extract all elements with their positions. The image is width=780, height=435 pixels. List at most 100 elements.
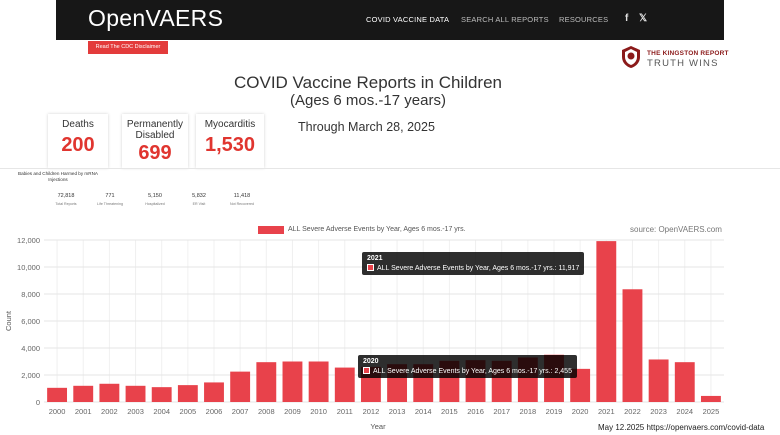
harmed-not-recovered: 11,418 Not Recovered	[226, 193, 258, 206]
y-tick-label: 12,000	[17, 236, 40, 245]
y-axis-label: Count	[4, 310, 13, 331]
x-tick-label: 2008	[258, 407, 275, 416]
x-tick-label: 2005	[180, 407, 197, 416]
footer-note[interactable]: May 12.2025 https://openvaers.com/covid-…	[598, 423, 765, 432]
harmed-heading: Babies and Children Harmed by mRNA Injec…	[18, 171, 98, 182]
bar-2024[interactable]	[674, 362, 695, 402]
stat-label: Permanently Disabled	[126, 119, 184, 141]
bar-2010[interactable]	[308, 361, 329, 403]
x-tick-label: 2007	[232, 407, 249, 416]
x-tick-label: 2017	[493, 407, 510, 416]
harmed-value: 771	[105, 193, 115, 199]
tooltip-swatch	[363, 367, 370, 374]
x-twitter-icon[interactable]: 𝕏	[639, 13, 648, 24]
x-tick-label: 2020	[572, 407, 589, 416]
kingston-shield-icon	[622, 46, 640, 68]
kingston-report-tagline: TRUTH WINS	[647, 58, 719, 69]
y-tick-label: 0	[36, 398, 40, 407]
nav-search-all-reports[interactable]: SEARCH ALL REPORTS	[461, 15, 549, 24]
x-tick-label: 2025	[703, 407, 720, 416]
x-tick-label: 2006	[206, 407, 223, 416]
x-tick-label: 2023	[650, 407, 667, 416]
cdc-disclaimer-button[interactable]: Read The CDC Disclaimer	[88, 41, 168, 54]
tooltip-2021: 2021 ALL Severe Adverse Events by Year, …	[362, 252, 585, 275]
x-tick-label: 2010	[310, 407, 327, 416]
y-tick-label: 2,000	[21, 371, 40, 380]
bar-2001[interactable]	[73, 385, 94, 402]
bar-2009[interactable]	[282, 361, 303, 403]
x-tick-label: 2016	[467, 407, 484, 416]
x-tick-label: 2024	[676, 407, 693, 416]
harmed-value: 72,818	[57, 193, 75, 199]
harmed-value: 11,418	[233, 193, 251, 199]
y-tick-label: 4,000	[21, 344, 40, 353]
harmed-life-threatening: 771 Life Threatening	[92, 193, 128, 206]
x-tick-label: 2000	[49, 407, 66, 416]
x-tick-label: 2015	[441, 407, 458, 416]
tooltip-swatch	[367, 264, 374, 271]
y-tick-label: 8,000	[21, 290, 40, 299]
bar-2025[interactable]	[700, 395, 721, 402]
section-divider	[0, 168, 780, 169]
x-tick-label: 2021	[598, 407, 615, 416]
harmed-er-visit: 5,832 ER Visit	[186, 193, 212, 206]
legend-label[interactable]: ALL Severe Adverse Events by Year, Ages …	[288, 226, 466, 233]
harmed-label: ER Visit	[192, 202, 206, 206]
x-tick-label: 2001	[75, 407, 92, 416]
bar-2022[interactable]	[622, 289, 643, 402]
tooltip-text: ALL Severe Adverse Events by Year, Ages …	[373, 368, 572, 375]
harmed-total-reports: 72,818 Total Reports	[52, 193, 80, 206]
harmed-label: Total Reports	[55, 202, 77, 206]
stat-label: Myocarditis	[204, 119, 256, 130]
x-tick-label: 2019	[546, 407, 563, 416]
stat-value: 1,530	[204, 134, 256, 156]
y-tick-label: 6,000	[21, 317, 40, 326]
legend-swatch[interactable]	[258, 226, 284, 234]
x-tick-label: 2009	[284, 407, 301, 416]
harmed-value: 5,832	[192, 193, 206, 199]
y-tick-label: 10,000	[17, 263, 40, 272]
x-tick-label: 2014	[415, 407, 432, 416]
x-tick-label: 2012	[363, 407, 380, 416]
bar-2008[interactable]	[256, 362, 277, 402]
stat-card-deaths: Deaths 200	[48, 114, 108, 168]
top-navbar: OpenVAERS COVID VACCINE DATA SEARCH ALL …	[56, 0, 724, 40]
bar-2006[interactable]	[204, 382, 224, 402]
stat-value: 200	[61, 134, 95, 156]
bar-2005[interactable]	[177, 385, 198, 402]
tooltip-title: 2020	[363, 358, 379, 365]
x-tick-label: 2003	[127, 407, 144, 416]
harmed-label: Hospitalized	[145, 202, 165, 206]
bar-2004[interactable]	[151, 387, 172, 402]
bar-2011[interactable]	[334, 367, 355, 402]
stat-card-myocarditis: Myocarditis 1,530	[196, 114, 264, 168]
stat-card-permanently-disabled: Permanently Disabled 699	[122, 114, 188, 168]
brand-logo[interactable]: OpenVAERS	[88, 5, 224, 31]
stat-value: 699	[138, 142, 172, 164]
tooltip-title: 2021	[367, 255, 383, 262]
nav-covid-vaccine-data[interactable]: COVID VACCINE DATA	[366, 15, 450, 24]
facebook-icon[interactable]: f	[625, 13, 629, 24]
x-tick-label: 2011	[337, 407, 353, 416]
bar-2023[interactable]	[648, 359, 669, 402]
bar-2021[interactable]	[596, 241, 617, 402]
bar-2000[interactable]	[47, 387, 68, 402]
harmed-hospitalized: 5,150 Hospitalized	[140, 193, 170, 206]
x-axis-label: Year	[370, 422, 386, 431]
through-date: Through March 28, 2025	[298, 120, 435, 134]
chart-source: source: OpenVAERS.com	[630, 225, 722, 234]
nav-resources[interactable]: RESOURCES	[559, 15, 609, 24]
x-tick-label: 2018	[520, 407, 537, 416]
tooltip-text: ALL Severe Adverse Events by Year, Ages …	[377, 265, 580, 272]
bar-2003[interactable]	[125, 385, 146, 402]
x-tick-label: 2004	[153, 407, 170, 416]
page-subtitle: (Ages 6 mos.-17 years)	[290, 92, 446, 109]
bar-2007[interactable]	[230, 371, 251, 402]
harmed-label: Not Recovered	[230, 202, 254, 206]
page-title: COVID Vaccine Reports in Children	[233, 73, 502, 92]
bar-2002[interactable]	[99, 383, 120, 402]
harmed-label: Life Threatening	[97, 202, 123, 206]
harmed-value: 5,150	[148, 193, 162, 199]
x-tick-label: 2013	[389, 407, 406, 416]
